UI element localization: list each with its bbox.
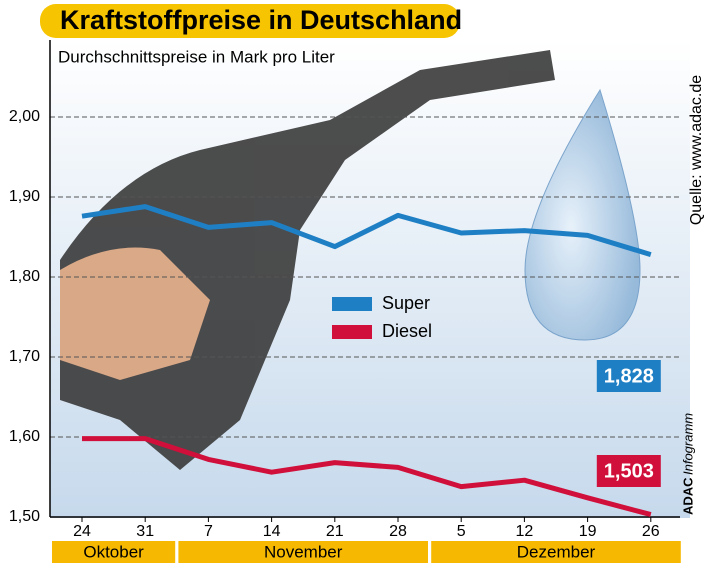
x-tick-label: 26	[642, 523, 660, 540]
x-tick-label: 28	[389, 523, 407, 540]
x-tick-label: 21	[326, 523, 344, 540]
month-label: November	[264, 542, 343, 561]
value-label-box	[596, 455, 661, 487]
chart-title: Kraftstoffpreise in Deutschland	[60, 5, 462, 35]
x-tick-label: 19	[579, 523, 597, 540]
y-tick-label: 1,70	[9, 348, 40, 365]
source: Quelle: www.adac.de	[688, 75, 705, 225]
month-bar	[178, 541, 428, 563]
x-tick-label: 24	[73, 523, 91, 540]
month-label: Dezember	[517, 542, 596, 561]
x-tick-label: 12	[516, 523, 534, 540]
value-label: 1,503	[604, 460, 654, 482]
value-label: 1,828	[604, 365, 654, 387]
y-tick-label: 1,60	[9, 428, 40, 445]
x-tick-label: 5	[457, 523, 466, 540]
series-line	[81, 204, 652, 257]
month-label: Oktober	[83, 542, 144, 561]
value-label-box	[596, 360, 661, 392]
y-tick-label: 2,00	[9, 108, 40, 125]
y-tick-label: 1,50	[9, 508, 40, 525]
legend-label: Diesel	[382, 321, 432, 341]
legend-label: Super	[382, 293, 430, 313]
series-line	[82, 436, 652, 518]
x-tick-label: 31	[136, 523, 154, 540]
legend-swatch	[332, 325, 372, 339]
legend-swatch	[332, 297, 372, 311]
chart-subtitle: Durchschnittspreise in Mark pro Liter	[58, 47, 335, 66]
month-bar	[52, 541, 176, 563]
month-bar	[431, 541, 681, 563]
y-tick-label: 1,90	[9, 188, 40, 205]
y-tick-label: 1,80	[9, 268, 40, 285]
credit-text: Infogramm	[680, 413, 695, 475]
title-banner	[40, 4, 460, 38]
credit-brand: ADAC	[680, 477, 695, 515]
x-tick-label: 7	[204, 523, 213, 540]
x-tick-label: 14	[263, 523, 281, 540]
